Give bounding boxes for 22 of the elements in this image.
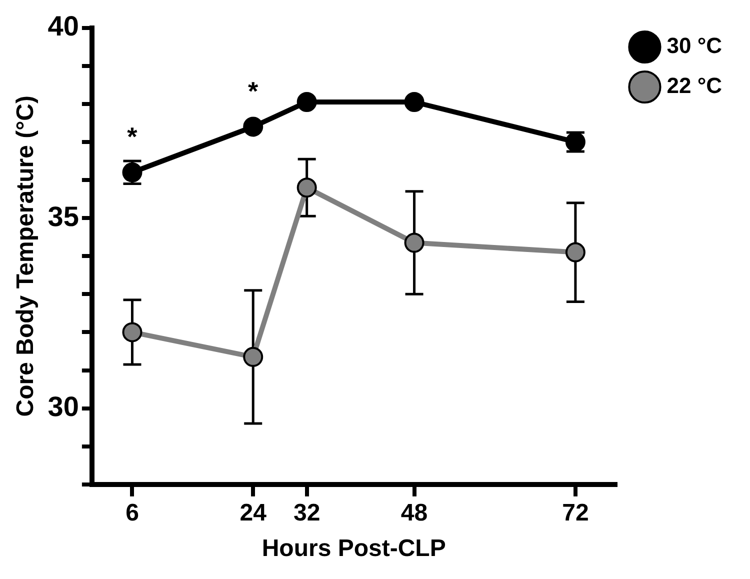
annotation: *	[248, 76, 260, 106]
x-tick-label: 48	[400, 499, 428, 526]
x-tick-label: 72	[562, 499, 589, 526]
point	[404, 92, 424, 112]
legend-label: 22 °C	[666, 73, 722, 98]
y-tick-label: 35	[48, 200, 79, 232]
point	[404, 232, 424, 253]
point	[122, 322, 142, 342]
point	[565, 242, 586, 262]
x-tick-label: 32	[293, 499, 320, 526]
point	[296, 178, 317, 198]
x-tick-label: 6	[126, 499, 139, 526]
y-tick-label: 30	[48, 391, 79, 422]
annotation: *	[127, 122, 138, 152]
point	[243, 346, 264, 367]
legend-label: 30 °C	[666, 33, 722, 58]
y-tick-label: 40	[48, 10, 79, 42]
x-axis-title: Hours Post-CLP	[262, 535, 446, 562]
point	[296, 92, 317, 112]
x-tick-label: 24	[240, 499, 268, 526]
y-axis-title: Core Body Temperature (°C)	[12, 96, 40, 417]
point	[243, 116, 264, 137]
